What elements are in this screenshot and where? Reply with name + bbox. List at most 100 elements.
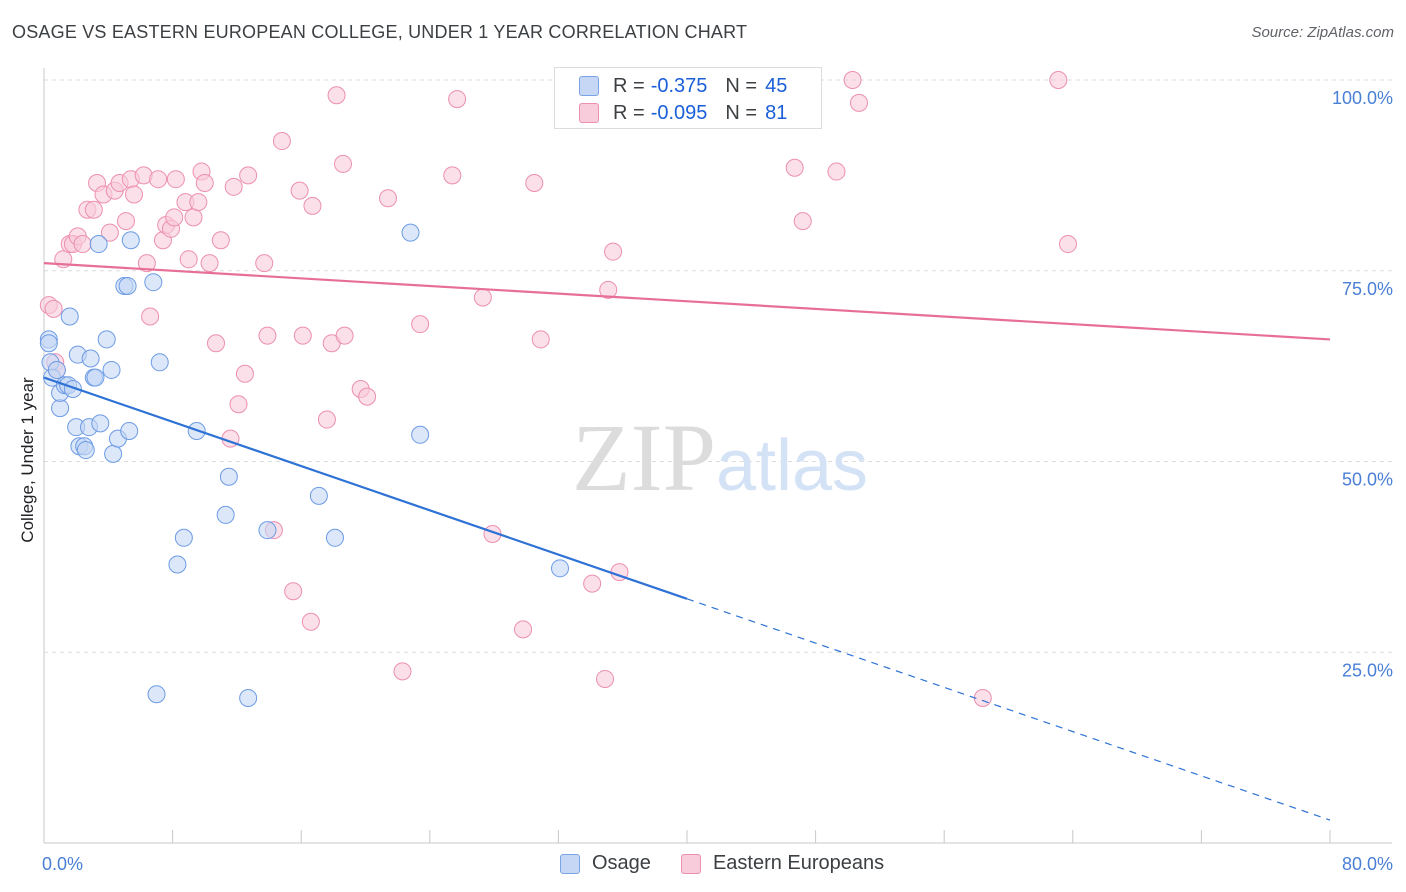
- stats-legend: R = -0.375 N = 45 R = -0.095 N = 81: [554, 67, 822, 129]
- chart-source: Source: ZipAtlas.com: [1251, 24, 1394, 41]
- eastern-europeans-point: [827, 162, 846, 181]
- eastern-europeans-point: [411, 315, 430, 334]
- osage-point: [47, 360, 66, 379]
- eastern-europeans-point: [137, 254, 156, 273]
- eastern-europeans-point: [179, 250, 198, 269]
- eastern-europeans-point: [583, 574, 602, 593]
- trend-lines: [43, 262, 1331, 821]
- eastern-europeans-point: [284, 582, 303, 601]
- eastern-europeans-point: [448, 90, 467, 109]
- ee-r-label: R =: [613, 101, 645, 124]
- watermark: ZIPatlas: [572, 404, 868, 511]
- eastern-europeans-point: [1058, 235, 1077, 254]
- osage-legend-swatch: [560, 853, 580, 874]
- eastern-europeans-point: [333, 154, 352, 173]
- osage-point: [216, 505, 235, 524]
- eastern-europeans-swatch: [579, 103, 599, 123]
- eastern-europeans-point: [165, 208, 184, 227]
- eastern-europeans-point: [73, 235, 92, 254]
- osage-point: [97, 330, 116, 349]
- eastern-europeans-point: [189, 193, 208, 212]
- eastern-europeans-point: [293, 326, 312, 345]
- osage-point: [174, 528, 193, 547]
- series-osage: [39, 223, 570, 708]
- osage-point: [150, 353, 169, 372]
- osage-point: [258, 521, 277, 540]
- eastern-europeans-point: [393, 662, 412, 681]
- eastern-europeans-point: [785, 158, 804, 177]
- eastern-europeans-point: [850, 93, 869, 112]
- osage-point: [309, 486, 328, 505]
- eastern-europeans-point: [211, 231, 230, 250]
- eastern-europeans-point: [843, 71, 862, 89]
- osage-legend-label: Osage: [592, 852, 651, 874]
- eastern-europeans-legend-label: Eastern Europeans: [712, 852, 885, 874]
- osage-point: [118, 277, 137, 296]
- osage-point: [168, 555, 187, 574]
- series-legend: Osage Eastern Europeans: [560, 852, 914, 875]
- eastern-europeans-point: [358, 387, 377, 406]
- eastern-europeans-point: [44, 299, 63, 318]
- eastern-europeans-point: [973, 689, 992, 708]
- osage-point: [86, 368, 105, 387]
- eastern-europeans-point: [290, 181, 309, 200]
- ee-r-value: -0.095: [650, 101, 708, 124]
- osage-r-label: R =: [613, 74, 645, 97]
- legend-row-osage: R = -0.375 N = 45: [579, 74, 787, 98]
- osage-point: [60, 307, 79, 326]
- eastern-europeans-point: [525, 174, 544, 193]
- legend-item-osage[interactable]: Osage: [560, 852, 651, 875]
- eastern-europeans-point: [596, 669, 615, 688]
- eastern-europeans-point: [379, 189, 398, 208]
- eastern-europeans-point: [258, 326, 277, 345]
- eastern-europeans-point: [327, 86, 346, 105]
- eastern-europeans-point: [473, 288, 492, 307]
- eastern-europeans-point: [149, 170, 168, 189]
- osage-point: [401, 223, 420, 242]
- x-tick-label: 0.0%: [42, 854, 83, 874]
- eastern-europeans-point: [235, 364, 254, 383]
- legend-row-eastern-europeans: R = -0.095 N = 81: [579, 101, 787, 125]
- eastern-europeans-point: [207, 334, 226, 353]
- osage-point: [219, 467, 238, 486]
- eastern-europeans-point: [514, 620, 533, 639]
- eastern-europeans-trend-line: [43, 262, 1331, 341]
- eastern-europeans-point: [141, 307, 160, 326]
- ee-n-value: 81: [765, 101, 788, 124]
- eastern-europeans-point: [184, 208, 203, 227]
- y-tick-label: 75.0%: [1342, 279, 1393, 299]
- osage-point: [239, 689, 258, 708]
- tick-labels: 100.0% 75.0% 50.0% 25.0% 0.0% 80.0%: [42, 88, 1393, 874]
- osage-point: [104, 444, 123, 463]
- eastern-europeans-point: [1049, 71, 1068, 89]
- eastern-europeans-point: [84, 200, 103, 219]
- eastern-europeans-point: [272, 132, 291, 151]
- ee-n-label: N =: [725, 101, 758, 124]
- osage-point: [51, 399, 70, 418]
- y-tick-label: 25.0%: [1342, 660, 1393, 680]
- osage-point: [120, 421, 139, 440]
- y-tick-label: 100.0%: [1332, 88, 1393, 108]
- osage-point: [551, 559, 570, 578]
- osage-point: [91, 414, 110, 433]
- osage-point: [39, 334, 58, 353]
- series-eastern-europeans: [39, 71, 1077, 708]
- osage-point: [76, 441, 95, 460]
- osage-point: [411, 425, 430, 444]
- osage-point: [325, 528, 344, 547]
- osage-point: [63, 380, 82, 399]
- osage-trend-line: [43, 376, 688, 600]
- eastern-europeans-point: [531, 330, 550, 349]
- osage-swatch: [579, 76, 599, 96]
- eastern-europeans-point: [166, 170, 185, 189]
- y-tick-label: 50.0%: [1342, 470, 1393, 490]
- legend-item-eastern-europeans[interactable]: Eastern Europeans: [680, 852, 885, 875]
- chart-title: OSAGE VS EASTERN EUROPEAN COLLEGE, UNDER…: [12, 22, 748, 42]
- eastern-europeans-point: [116, 212, 135, 231]
- eastern-europeans-point: [195, 174, 214, 193]
- eastern-europeans-point: [255, 254, 274, 273]
- eastern-europeans-point: [125, 185, 144, 204]
- eastern-europeans-point: [317, 410, 336, 429]
- eastern-europeans-point: [301, 612, 320, 631]
